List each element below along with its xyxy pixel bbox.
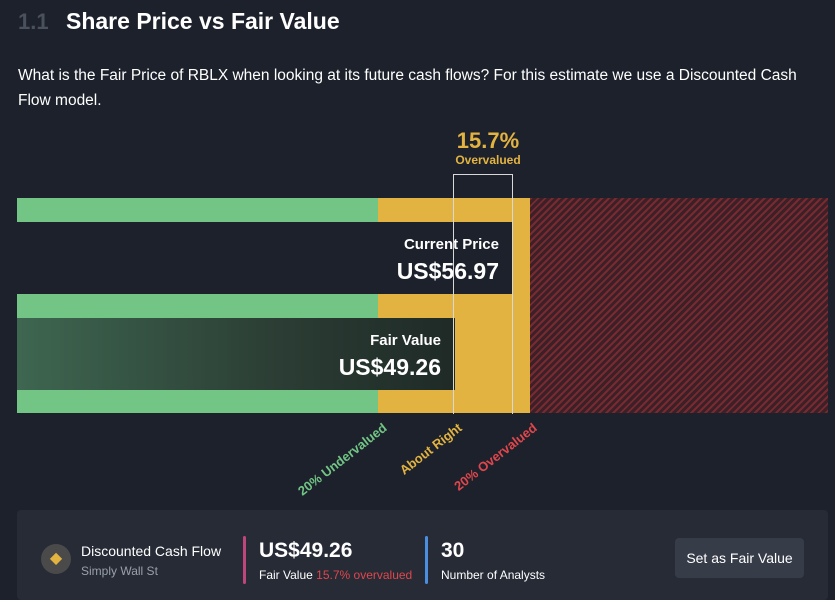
current-price-bar: Current Price US$56.97 — [17, 222, 513, 294]
summary-fair-value-caption: Fair Value 15.7% overvalued — [259, 568, 412, 582]
analysts-caption: Number of Analysts — [441, 568, 546, 582]
overvalued-status: 15.7% overvalued — [316, 568, 413, 582]
fair-value-value: US$49.26 — [338, 354, 441, 380]
valuation-summary-card: ◆ Discounted Cash Flow Simply Wall St US… — [17, 510, 828, 600]
section-title: Share Price vs Fair Value — [66, 8, 340, 34]
valuation-status: Overvalued — [455, 153, 521, 167]
overvalued-zone — [530, 198, 828, 413]
zone-label-about-right: About Right — [396, 420, 465, 478]
fair-value-bar: Fair Value US$49.26 — [17, 318, 455, 390]
model-name: Discounted Cash Flow — [81, 543, 222, 559]
analysts-count: 30 — [441, 539, 465, 562]
analysts-divider — [425, 536, 428, 584]
zone-label-undervalued: 20% Undervalued — [294, 420, 390, 499]
current-price-value: US$56.97 — [396, 258, 499, 284]
summary-fair-value: US$49.26 — [259, 539, 353, 562]
section-number: 1.1 — [18, 9, 49, 34]
fair-value-divider — [243, 536, 246, 584]
fair-value-caption-text: Fair Value — [259, 568, 313, 582]
current-price-label: Current Price — [403, 236, 499, 253]
set-as-fair-value-button[interactable]: Set as Fair Value — [675, 538, 804, 578]
fair-value-label: Fair Value — [370, 332, 441, 349]
valuation-percent: 15.7% — [456, 128, 520, 153]
model-source: Simply Wall St — [81, 564, 158, 578]
bull-icon: ◆ — [41, 544, 71, 574]
section-description: What is the Fair Price of RBLX when look… — [18, 67, 797, 109]
difference-bracket — [453, 174, 513, 414]
